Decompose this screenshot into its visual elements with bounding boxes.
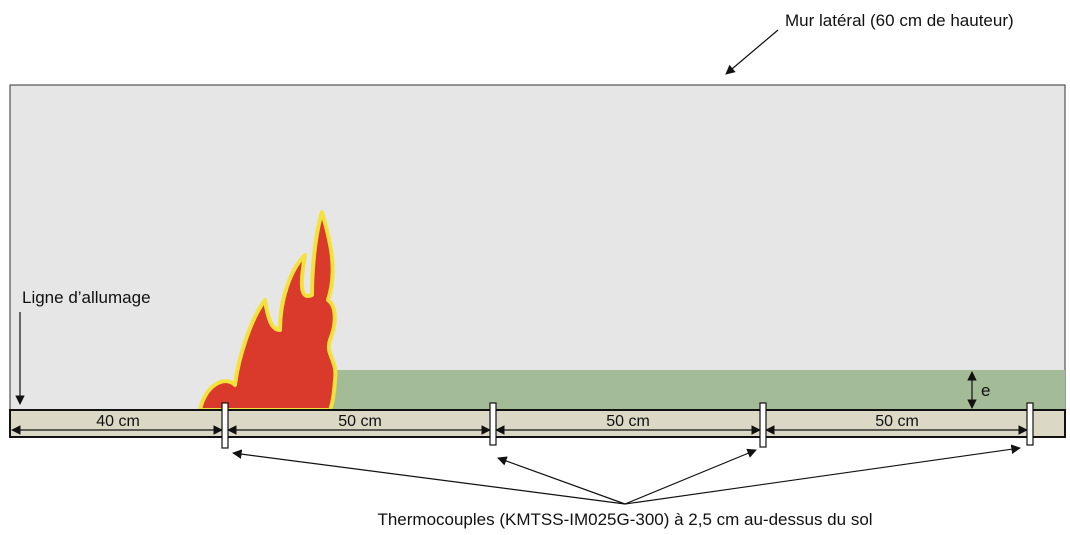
thermocouple bbox=[1026, 402, 1034, 446]
fuel-bed bbox=[330, 370, 1065, 410]
depth-label: e bbox=[981, 381, 990, 400]
thermocouple-label: Thermocouples (KMTSS-IM025G-300) à 2,5 c… bbox=[377, 510, 872, 529]
ignition-label: Ligne d’allumage bbox=[22, 288, 151, 307]
pointer-arrow bbox=[232, 449, 626, 505]
thermocouple bbox=[489, 402, 497, 446]
side-wall bbox=[9, 84, 1066, 411]
pointer-arrow bbox=[624, 448, 757, 505]
segment-label: 40 cm bbox=[96, 413, 140, 430]
segment-label: 50 cm bbox=[338, 413, 382, 430]
pointer-arrow bbox=[725, 29, 779, 75]
thermocouple bbox=[759, 402, 767, 448]
segment-label: 50 cm bbox=[606, 413, 650, 430]
wall-label: Mur latéral (60 cm de hauteur) bbox=[785, 11, 1014, 30]
pointer-arrow bbox=[624, 444, 1021, 505]
pointer-arrow bbox=[497, 456, 626, 505]
thermocouple bbox=[221, 402, 229, 449]
flame bbox=[198, 210, 338, 412]
segment-label: 50 cm bbox=[875, 413, 919, 430]
